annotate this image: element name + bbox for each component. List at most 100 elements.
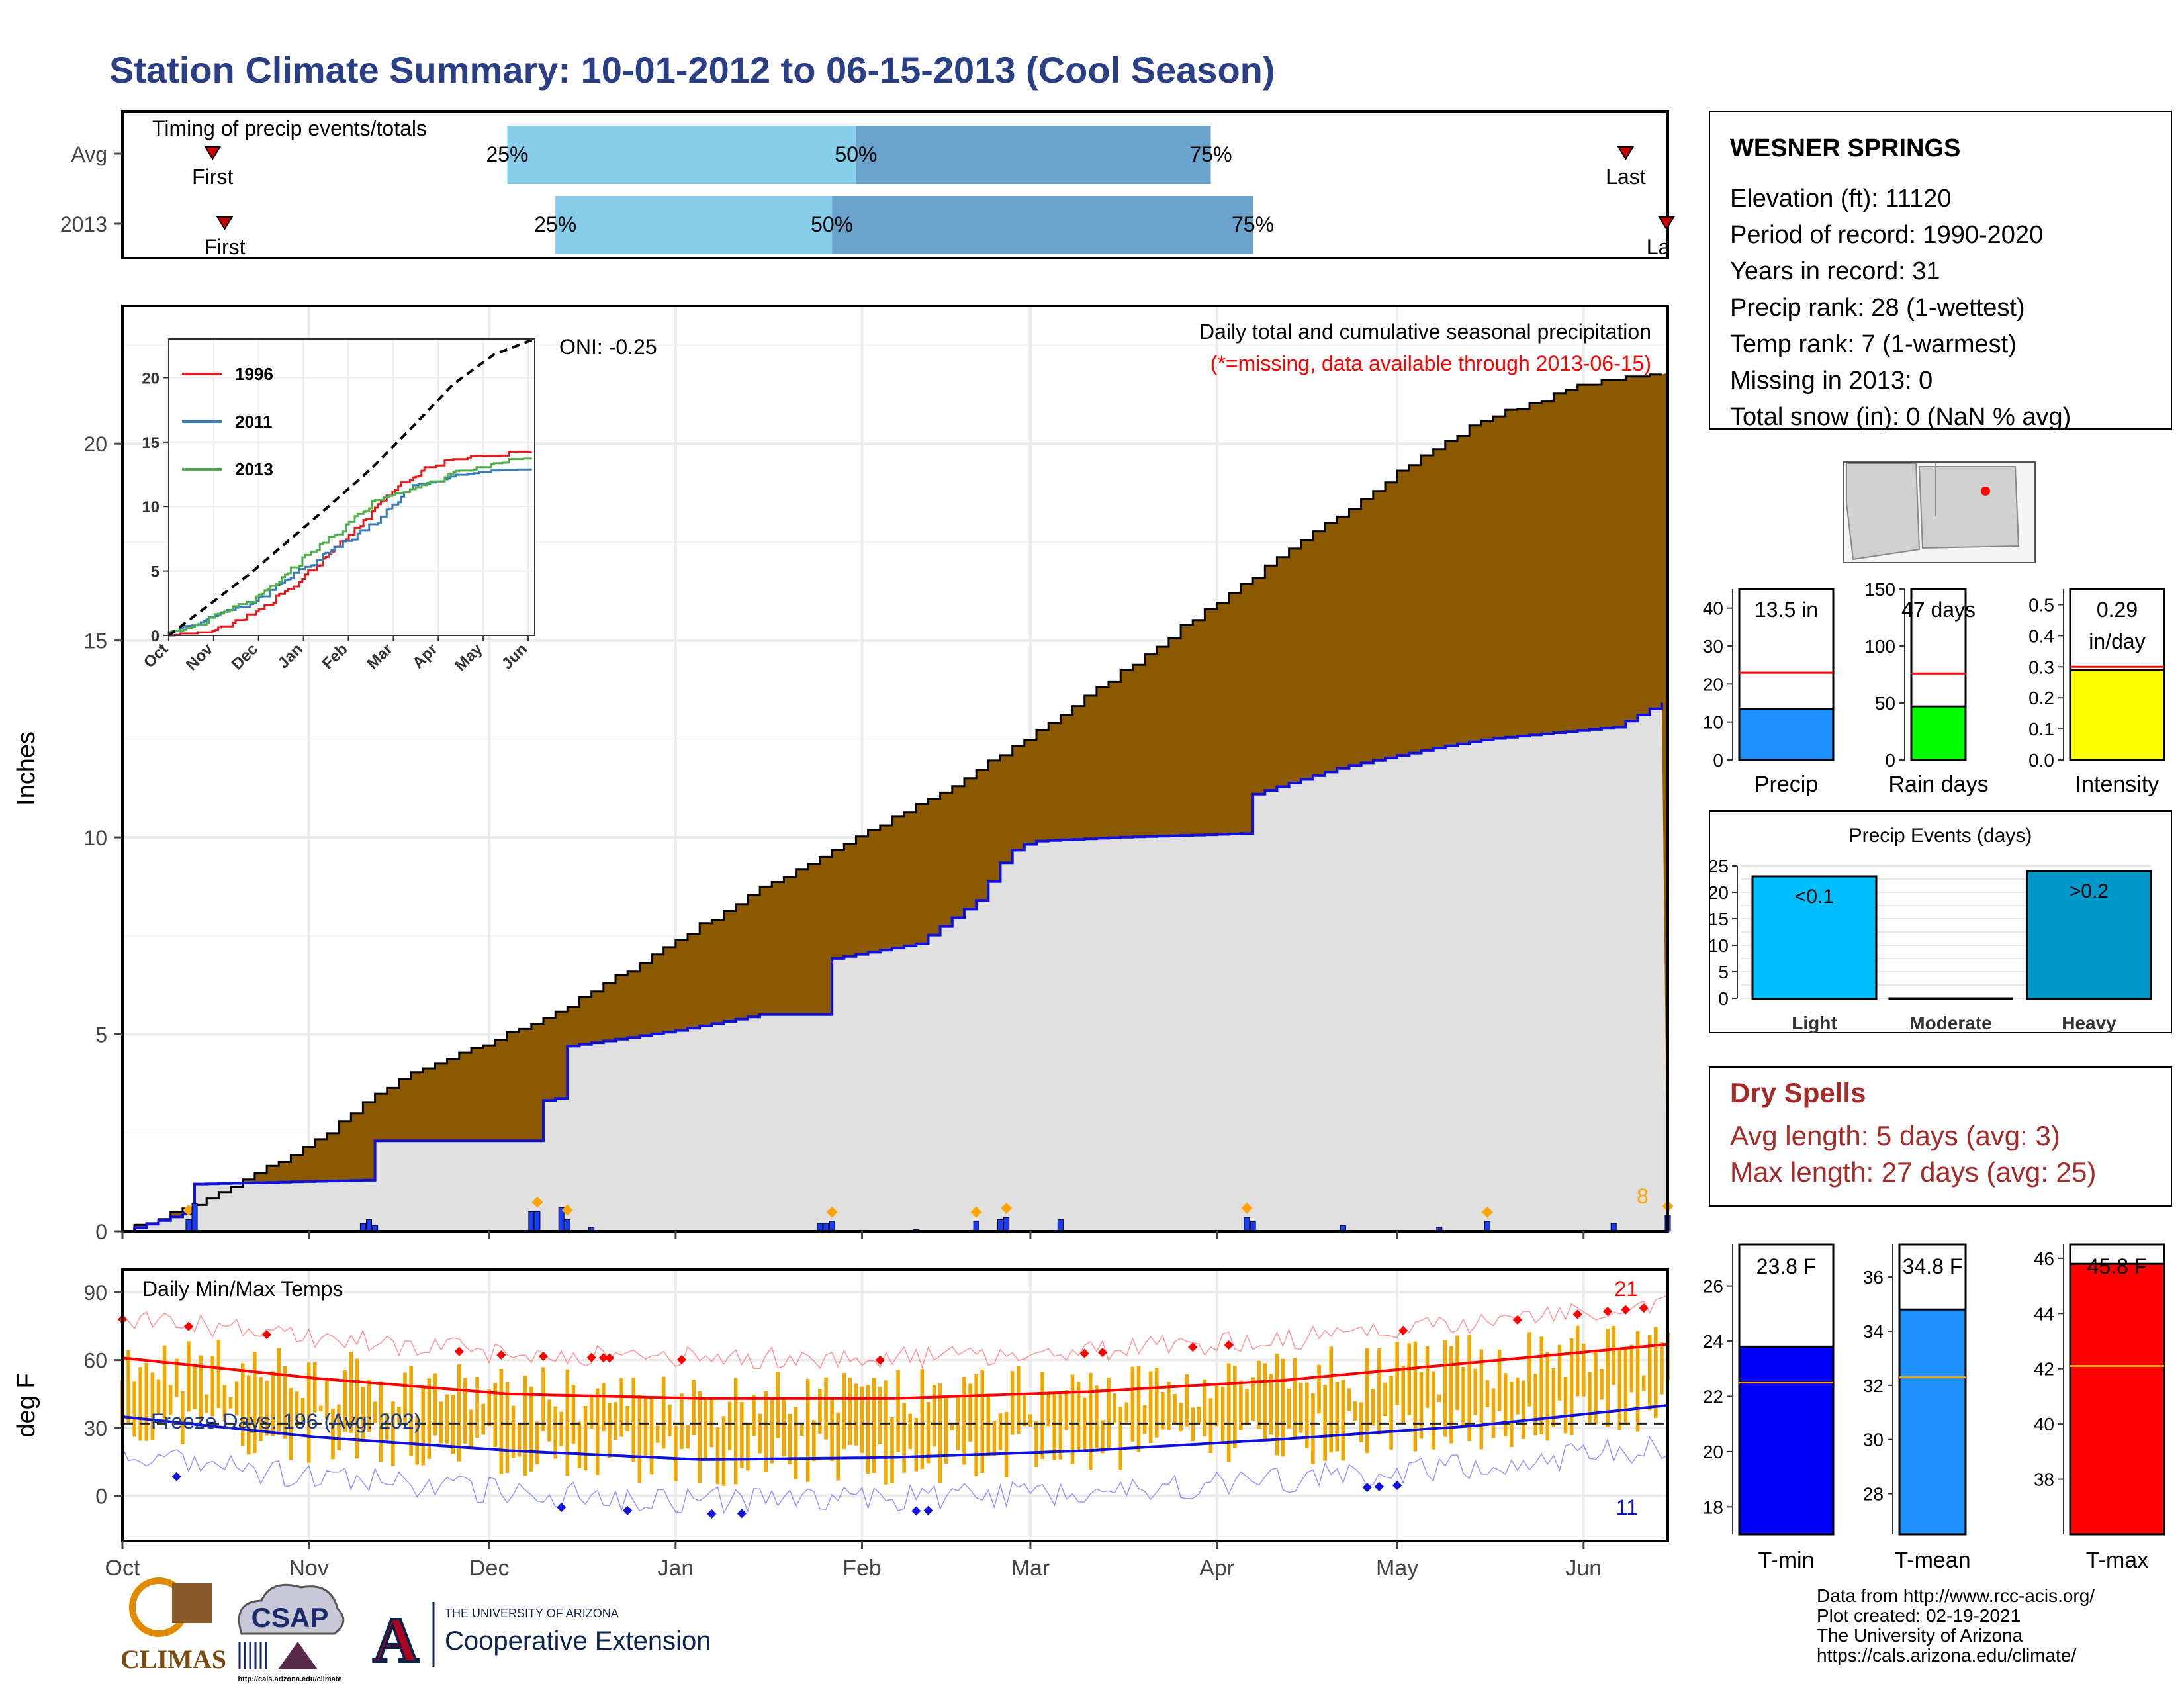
- daily-temp-bar: [1082, 1397, 1087, 1451]
- daily-temp-bar: [300, 1397, 305, 1422]
- daily-temp-bar: [168, 1385, 173, 1415]
- daily-temp-bar: [686, 1425, 690, 1449]
- daily-temp-bar: [980, 1369, 985, 1474]
- timing-title: Timing of precip events/totals: [152, 117, 427, 140]
- daily-temp-bar: [553, 1406, 557, 1459]
- daily-temp-bar: [565, 1369, 570, 1476]
- mini-tick-label: 0.2: [2028, 688, 2054, 708]
- daily-temp-bar: [1023, 1393, 1026, 1427]
- daily-temp-bar: [1569, 1338, 1574, 1436]
- mini-tick-label: 0: [1713, 750, 1723, 771]
- daily-temp-bar: [283, 1366, 287, 1439]
- daily-precip-bar: [1244, 1217, 1250, 1232]
- timing-row-label: Avg: [71, 142, 107, 166]
- csap-logo-text: CSAP: [251, 1602, 329, 1633]
- daily-precip-bar: [564, 1219, 570, 1232]
- snow-marker: [1481, 1206, 1493, 1218]
- quartile-box-50-75: [856, 126, 1211, 184]
- daily-temp-bar: [421, 1385, 426, 1466]
- timing-row-label: 2013: [60, 212, 107, 236]
- daily-temp-bar: [830, 1398, 834, 1462]
- tbar-bar: [2069, 1262, 2165, 1536]
- daily-temp-bar: [367, 1380, 371, 1432]
- x-month-label: Nov: [289, 1556, 328, 1581]
- daily-temp-bar: [649, 1397, 654, 1475]
- daily-temp-bar: [1185, 1374, 1189, 1427]
- footer-line: https://cals.arizona.edu/climate/: [1817, 1645, 2076, 1665]
- daily-temp-bar: [674, 1425, 678, 1481]
- tbar-tick-label: 36: [1863, 1267, 1884, 1288]
- daily-precip-bar: [191, 1203, 198, 1232]
- last-label: Last: [1647, 235, 1687, 259]
- daily-temp-bar: [1058, 1393, 1063, 1460]
- daily-temp-bar: [439, 1401, 443, 1444]
- dry-avg: Avg length: 5 days (avg: 3): [1730, 1120, 2060, 1151]
- last-marker: [1617, 146, 1635, 160]
- daily-temp-bar: [433, 1373, 437, 1436]
- daily-temp-bar: [721, 1416, 726, 1486]
- daily-temp-bar: [1287, 1388, 1291, 1429]
- daily-temp-bar: [1353, 1401, 1357, 1421]
- daily-temp-bar: [397, 1407, 401, 1425]
- mini-bar-label: Rain days: [1888, 772, 1988, 797]
- daily-temp-bar: [842, 1372, 846, 1450]
- daily-temp-bar: [1509, 1381, 1514, 1448]
- daily-precip-bar: [534, 1211, 541, 1232]
- daily-temp-bar: [385, 1413, 389, 1440]
- events-bar-label: <0.1: [1795, 886, 1834, 908]
- daily-temp-bar: [312, 1362, 317, 1413]
- daily-temp-bar: [216, 1339, 221, 1409]
- daily-temp-bar: [451, 1395, 455, 1455]
- daily-temp-bar: [205, 1394, 208, 1413]
- daily-temp-bar: [1161, 1391, 1165, 1430]
- daily-temp-bar: [992, 1420, 997, 1456]
- daily-temp-bar: [1557, 1344, 1562, 1401]
- daily-temp-bar: [1545, 1352, 1550, 1441]
- daily-temp-bar: [427, 1378, 432, 1459]
- temp-bar-charts: 18 20 22 24 26 23.8 F T-min 28 30 32 34 36 34.8 F T-m…: [1703, 1243, 2165, 1573]
- daily-temp-bar: [187, 1341, 191, 1412]
- dry-title: Dry Spells: [1730, 1077, 1866, 1108]
- daily-temp-bar: [126, 1350, 130, 1424]
- daily-temp-bar: [343, 1370, 347, 1432]
- daily-temp-bar: [1293, 1358, 1297, 1439]
- page-title: Station Climate Summary: 10-01-2012 to 0…: [109, 49, 1275, 91]
- daily-temp-bar: [1329, 1346, 1334, 1453]
- daily-temp-bar: [1594, 1350, 1598, 1425]
- csap-cloud-icon: [238, 1583, 345, 1635]
- daily-temp-bar: [1214, 1383, 1219, 1427]
- daily-temp-bar: [758, 1413, 762, 1454]
- daily-temp-bar: [619, 1378, 623, 1437]
- daily-temp-bar: [932, 1385, 936, 1447]
- daily-temp-bar: [265, 1380, 269, 1436]
- mini-tick-label: 0.3: [2028, 657, 2054, 677]
- record-high-marker: [1079, 1348, 1089, 1358]
- daily-temp-bar: [1425, 1346, 1430, 1408]
- precip-frame: [121, 305, 1669, 1233]
- daily-temp-bar: [1600, 1368, 1604, 1400]
- daily-temp-bar: [150, 1372, 155, 1440]
- daily-temp-bar: [950, 1425, 954, 1430]
- daily-temp-bar: [938, 1383, 942, 1483]
- daily-precip-bar: [1250, 1221, 1256, 1232]
- daily-precip-bar: [1003, 1217, 1010, 1232]
- station-line: Precip rank: 28 (1-wettest): [1730, 294, 2025, 322]
- daily-temp-bar: [1335, 1382, 1340, 1452]
- daily-temp-bar: [1503, 1373, 1508, 1436]
- daily-temp-bar: [733, 1378, 738, 1485]
- daily-temp-bar: [1407, 1343, 1412, 1416]
- ua-name: THE UNIVERSITY OF ARIZONA: [445, 1607, 619, 1620]
- daily-temp-bar: [511, 1405, 516, 1458]
- footer-line: The University of Arizona: [1817, 1625, 2023, 1646]
- tbar-bar: [1738, 1345, 1835, 1536]
- daily-temp-bar: [1617, 1350, 1622, 1430]
- daily-temp-bar: [1359, 1402, 1363, 1442]
- daily-temp-bar: [1365, 1348, 1369, 1454]
- daily-temp-bar: [1455, 1335, 1459, 1411]
- daily-temp-bar: [1401, 1365, 1406, 1424]
- snow-marker: [561, 1204, 573, 1216]
- daily-temp-bar: [1101, 1420, 1105, 1454]
- daily-temp-bar: [1660, 1342, 1664, 1395]
- daily-temp-bar: [1064, 1390, 1069, 1430]
- y-tick-label: 0: [95, 1485, 107, 1509]
